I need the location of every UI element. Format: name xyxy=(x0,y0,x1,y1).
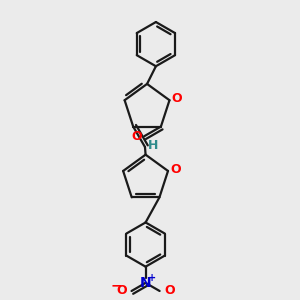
Text: O: O xyxy=(172,92,182,105)
Text: +: + xyxy=(148,273,156,283)
Text: O: O xyxy=(116,284,127,298)
Text: H: H xyxy=(148,139,158,152)
Text: O: O xyxy=(170,163,181,176)
Text: O: O xyxy=(164,284,175,298)
Text: O: O xyxy=(132,130,142,143)
Text: N: N xyxy=(140,276,152,290)
Text: −: − xyxy=(110,279,122,293)
